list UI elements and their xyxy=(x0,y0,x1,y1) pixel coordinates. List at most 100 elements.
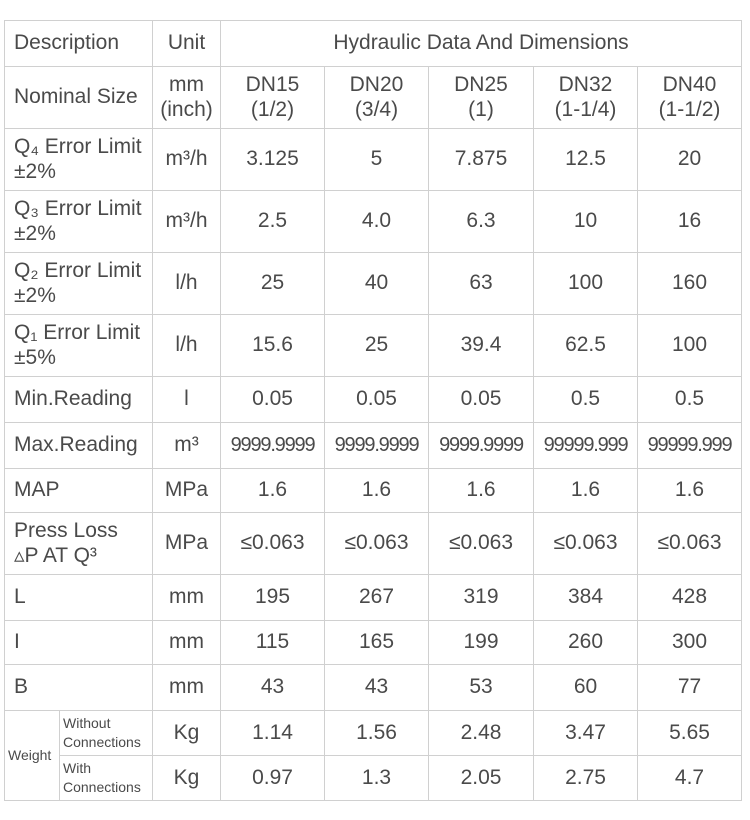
value-cell: 1.14 xyxy=(220,710,325,756)
table-row: L mm 195 267 319 384 428 xyxy=(4,574,742,621)
row-unit: m³/h xyxy=(152,128,221,191)
nominal-cell: DN15 (1/2) xyxy=(220,66,325,129)
value-cell: 9999.9999 xyxy=(220,422,325,469)
value-cell: 1.6 xyxy=(428,468,534,513)
row-unit: mm xyxy=(152,620,221,665)
value-cell: 1.6 xyxy=(220,468,325,513)
nominal-cell: DN25 (1) xyxy=(428,66,534,129)
value-cell: 195 xyxy=(220,574,325,621)
spec-table-wrapper: Description Unit Hydraulic Data And Dime… xyxy=(4,20,742,801)
value-cell: 2.05 xyxy=(428,755,534,801)
value-cell: 3.125 xyxy=(220,128,325,191)
value-cell: 7.875 xyxy=(428,128,534,191)
value-cell: 9999.9999 xyxy=(324,422,429,469)
row-unit: mm xyxy=(152,664,221,711)
nominal-cell: DN20 (3/4) xyxy=(324,66,429,129)
row-label: Press Loss ▵P AT Q³ xyxy=(4,512,153,575)
row-unit: Kg xyxy=(152,710,221,756)
value-cell: 384 xyxy=(533,574,638,621)
value-cell: ≤0.063 xyxy=(428,512,534,575)
value-cell: 5.65 xyxy=(637,710,742,756)
value-cell: 0.97 xyxy=(220,755,325,801)
weight-without-label: Without Connections xyxy=(59,710,153,756)
table-row: I mm 115 165 199 260 300 xyxy=(4,620,742,665)
value-cell: ≤0.063 xyxy=(324,512,429,575)
header-row: Description Unit Hydraulic Data And Dime… xyxy=(4,20,742,67)
value-cell: 0.05 xyxy=(428,376,534,423)
value-cell: 63 xyxy=(428,252,534,315)
value-cell: 0.5 xyxy=(637,376,742,423)
row-label: Q₄ Error Limit ±2% xyxy=(4,128,153,191)
value-cell: 1.6 xyxy=(533,468,638,513)
value-cell: 99999.999 xyxy=(533,422,638,469)
row-unit: mm xyxy=(152,574,221,621)
header-description: Description xyxy=(4,20,153,67)
row-unit: l/h xyxy=(152,314,221,377)
row-label: L xyxy=(4,574,153,621)
value-cell: 3.47 xyxy=(533,710,638,756)
value-cell: 300 xyxy=(637,620,742,665)
value-cell: 16 xyxy=(637,190,742,253)
value-cell: 4.0 xyxy=(324,190,429,253)
value-cell: 15.6 xyxy=(220,314,325,377)
row-unit: MPa xyxy=(152,512,221,575)
value-cell: 260 xyxy=(533,620,638,665)
value-cell: 40 xyxy=(324,252,429,315)
row-unit: m³ xyxy=(152,422,221,469)
value-cell: 12.5 xyxy=(533,128,638,191)
row-label: B xyxy=(4,664,153,711)
table-row: Press Loss ▵P AT Q³ MPa ≤0.063 ≤0.063 ≤0.… xyxy=(4,512,742,575)
value-cell: 0.05 xyxy=(220,376,325,423)
row-unit: m³/h xyxy=(152,190,221,253)
value-cell: 1.6 xyxy=(637,468,742,513)
value-cell: 0.05 xyxy=(324,376,429,423)
table-row: Q₁ Error Limit ±5% l/h 15.6 25 39.4 62.5 … xyxy=(4,314,742,377)
value-cell: 199 xyxy=(428,620,534,665)
value-cell: 160 xyxy=(637,252,742,315)
nominal-unit: mm (inch) xyxy=(152,66,221,129)
value-cell: 77 xyxy=(637,664,742,711)
value-cell: 39.4 xyxy=(428,314,534,377)
value-cell: 25 xyxy=(220,252,325,315)
value-cell: 53 xyxy=(428,664,534,711)
row-label: Q₂ Error Limit ±2% xyxy=(4,252,153,315)
weight-label: Weight xyxy=(4,710,60,801)
table-row: Q₂ Error Limit ±2% l/h 25 40 63 100 160 xyxy=(4,252,742,315)
value-cell: ≤0.063 xyxy=(220,512,325,575)
value-cell: 20 xyxy=(637,128,742,191)
value-cell: 99999.999 xyxy=(637,422,742,469)
table-row: Weight Without Connections Kg 1.14 1.56 2… xyxy=(4,710,742,801)
table-row: With Connections Kg 0.97 1.3 2.05 2.75 4.… xyxy=(5,755,742,801)
nominal-cell: DN32 (1-1/4) xyxy=(533,66,638,129)
value-cell: ≤0.063 xyxy=(533,512,638,575)
value-cell: 100 xyxy=(637,314,742,377)
row-unit: l xyxy=(152,376,221,423)
value-cell: 319 xyxy=(428,574,534,621)
value-cell: ≤0.063 xyxy=(637,512,742,575)
nominal-row: Nominal Size mm (inch) DN15 (1/2) DN20 (3/4… xyxy=(4,66,742,129)
value-cell: 6.3 xyxy=(428,190,534,253)
table-row: Max.Reading m³ 9999.9999 9999.9999 9999.… xyxy=(4,422,742,469)
row-label: I xyxy=(4,620,153,665)
row-label: Min.Reading xyxy=(4,376,153,423)
value-cell: 2.48 xyxy=(428,710,534,756)
value-cell: 43 xyxy=(324,664,429,711)
header-unit: Unit xyxy=(152,20,221,67)
value-cell: 43 xyxy=(220,664,325,711)
value-cell: 2.5 xyxy=(220,190,325,253)
spec-table: Description Unit Hydraulic Data And Dime… xyxy=(4,20,742,801)
value-cell: 5 xyxy=(324,128,429,191)
weight-with-label: With Connections xyxy=(59,755,153,801)
table-row: MAP MPa 1.6 1.6 1.6 1.6 1.6 xyxy=(4,468,742,513)
row-label: Q₁ Error Limit ±5% xyxy=(4,314,153,377)
table-row: Q₄ Error Limit ±2% m³/h 3.125 5 7.875 12.… xyxy=(4,128,742,191)
row-unit: MPa xyxy=(152,468,221,513)
value-cell: 1.6 xyxy=(324,468,429,513)
value-cell: 25 xyxy=(324,314,429,377)
row-label: Q₃ Error Limit ±2% xyxy=(4,190,153,253)
table-row: Min.Reading l 0.05 0.05 0.05 0.5 0.5 xyxy=(4,376,742,423)
table-row: B mm 43 43 53 60 77 xyxy=(4,664,742,711)
table-row: Q₃ Error Limit ±2% m³/h 2.5 4.0 6.3 10 16 xyxy=(4,190,742,253)
value-cell: 267 xyxy=(324,574,429,621)
value-cell: 428 xyxy=(637,574,742,621)
